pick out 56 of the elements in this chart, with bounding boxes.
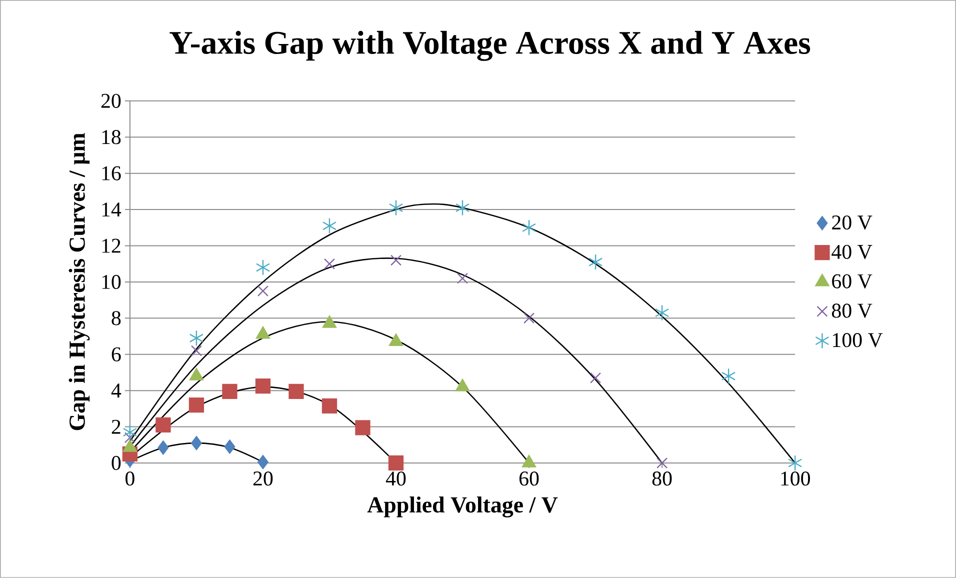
- point: [224, 440, 236, 454]
- point: [788, 454, 802, 472]
- point: [388, 200, 404, 216]
- point: [257, 286, 268, 297]
- point: [355, 420, 370, 436]
- point: [256, 259, 270, 276]
- point: [388, 455, 404, 471]
- x-tick-label: 60: [519, 472, 539, 486]
- legend-label: 100 V: [833, 333, 883, 348]
- legend-label: 40 V: [832, 244, 872, 260]
- point: [523, 312, 535, 324]
- y-tick-label: 14: [102, 202, 122, 216]
- point: [324, 258, 336, 270]
- y-tick-label: 4: [111, 384, 122, 398]
- legend-label: 60 V: [832, 274, 872, 289]
- point: [322, 218, 337, 234]
- point: [588, 254, 603, 270]
- y-tick-label: 0: [112, 456, 121, 470]
- x-tick-label: 40: [386, 472, 406, 486]
- point: [156, 417, 171, 433]
- y-tick-label: 18: [102, 130, 121, 144]
- y-tick-label: 6: [112, 347, 121, 362]
- y-tick-label: 12: [102, 238, 120, 253]
- point: [190, 345, 202, 356]
- point: [288, 384, 304, 400]
- x-tick-label: 100: [781, 472, 810, 486]
- point: [255, 378, 271, 394]
- point: [322, 398, 338, 414]
- point: [656, 457, 668, 469]
- y-tick-label: 2: [112, 420, 120, 434]
- x-tick-label: 0: [126, 472, 134, 486]
- point: [590, 372, 602, 384]
- point: [188, 398, 204, 413]
- legend-label: 20 V: [832, 215, 872, 230]
- point: [190, 436, 202, 450]
- y-tick-label: 8: [112, 311, 121, 326]
- point: [258, 455, 268, 470]
- chart-title: Y-axis Gap with Voltage Across X and Y Axes: [170, 30, 810, 61]
- point: [654, 304, 670, 321]
- point: [158, 440, 169, 455]
- x-tick-label: 20: [253, 472, 273, 486]
- point: [390, 254, 402, 266]
- y-tick-label: 20: [101, 94, 121, 108]
- y-tick-label: 10: [102, 274, 121, 290]
- y-tick-label: 16: [102, 166, 121, 180]
- y-axis-title: Gap in Hysteresis Curves / µm: [68, 133, 90, 430]
- point: [522, 220, 536, 236]
- point: [122, 424, 138, 440]
- point: [721, 368, 736, 384]
- point: [456, 272, 468, 284]
- x-tick-label: 80: [652, 472, 672, 486]
- point: [222, 384, 238, 400]
- legend-label: 80 V: [832, 304, 872, 318]
- x-axis-title: Applied Voltage / V: [367, 496, 558, 518]
- point: [455, 200, 470, 216]
- point: [189, 330, 204, 346]
